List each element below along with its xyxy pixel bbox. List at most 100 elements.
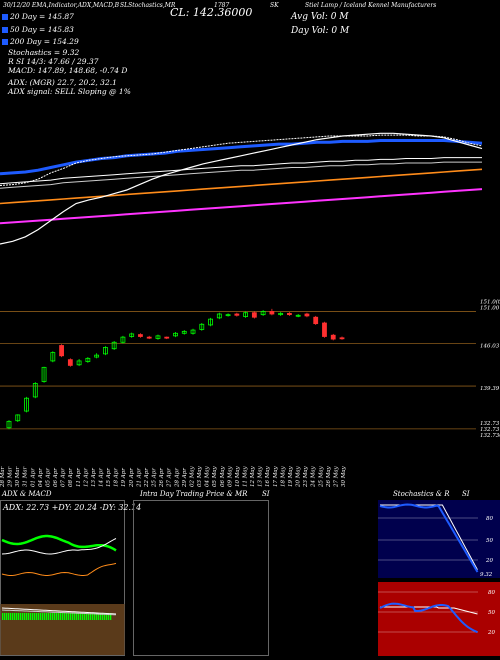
macd-histogram-bar	[72, 613, 74, 620]
macd-histogram-bar	[88, 613, 90, 620]
date-label: 19 May	[288, 465, 294, 487]
candle-body	[208, 318, 213, 326]
avg-volume: Avg Vol: 0 M	[291, 12, 349, 22]
main-price-chart: 151.0(to151.00146.03139.39132.73132.7313…	[0, 132, 500, 488]
candle-body	[15, 414, 21, 422]
candle-body	[111, 341, 117, 350]
day-volume: Day Vol: 0 M	[291, 26, 350, 36]
macd-histogram-bar	[100, 613, 102, 620]
candle-body	[85, 357, 91, 362]
date-label: 04 May	[205, 465, 211, 487]
candle-body	[129, 333, 135, 337]
header-title-mid: SLStochastics,MR	[120, 2, 176, 9]
adx-values: ADX: 22.73 +DY: 20.24 -DY: 32.14	[3, 503, 142, 512]
macd-histogram-bar	[92, 613, 94, 620]
stochastics-si-label: SI	[462, 490, 470, 498]
intraday-panel-title: Intra Day Trading Price & MR	[140, 490, 248, 498]
adx-line	[1, 538, 117, 555]
macd-histogram-bar	[20, 613, 22, 620]
date-label: 21 Apr	[136, 468, 142, 488]
legend-adx-signal: ADX signal: SELL Sloping @ 1%	[8, 87, 131, 96]
candle-body	[181, 330, 187, 334]
ema-20-line	[0, 134, 483, 186]
adx-minus-di-line	[1, 562, 117, 576]
candle-body	[190, 329, 196, 334]
date-label: 05 May	[212, 465, 218, 487]
macd-histogram-bar	[2, 613, 4, 620]
price-grid	[0, 311, 476, 430]
candle-body	[295, 314, 301, 317]
macd-histogram-bar	[50, 613, 52, 620]
macd-histogram-bar	[108, 613, 110, 620]
date-label: 18 May	[280, 465, 286, 487]
candle-body	[287, 312, 292, 316]
rsi-level-label: 50	[488, 610, 495, 616]
macd-histogram-bar	[36, 613, 38, 620]
macd-histogram-bar	[106, 613, 108, 620]
macd-histogram-bar	[28, 613, 30, 620]
macd-histogram-bar	[48, 613, 50, 620]
price-axis-label: 151.0(to	[480, 298, 500, 305]
date-label: 04 Apr	[38, 468, 44, 487]
date-label: 08 Apr	[68, 468, 74, 487]
macd-histogram-bar	[34, 613, 36, 620]
date-axis: 28 Mar 29 Mar 30 Mar 31 Mar 01 Apr 04 Apr 05 A…	[0, 465, 347, 488]
candle-body	[234, 313, 240, 316]
date-label: 22 Apr	[144, 468, 150, 488]
date-label: 25 Apr	[152, 468, 158, 488]
date-label: 03 May	[197, 465, 203, 487]
date-label: 29 Apr	[182, 468, 188, 488]
date-label: 12 Apr	[83, 468, 89, 487]
macd-histogram-bar	[30, 613, 32, 620]
macd-histogram-bar	[64, 613, 66, 620]
price-axis-label: 132.73	[480, 427, 500, 433]
date-label: 26 Apr	[159, 468, 165, 488]
candle-body	[50, 352, 56, 362]
moving-averages	[0, 132, 483, 245]
legend-stochastics: Stochastics = 9.32	[8, 48, 80, 57]
date-label: 02 May	[189, 465, 195, 487]
macd-histogram-bar	[22, 613, 24, 620]
header-title-sym: 1787	[214, 2, 230, 9]
date-label: 18 Apr	[114, 468, 120, 487]
macd-histogram-bar	[14, 613, 16, 620]
intraday-si-label: SI	[262, 490, 270, 498]
header-close-price: CL: 142.36000	[170, 6, 253, 19]
macd-histogram-bar	[110, 613, 112, 620]
macd-histogram-bar	[42, 613, 44, 620]
candle-body	[216, 313, 222, 319]
adx-plus-di-line	[1, 534, 117, 552]
macd-histogram-bar	[94, 613, 96, 620]
macd-histogram-bar	[32, 613, 34, 620]
macd-histogram-bar	[46, 613, 48, 620]
candle-body	[278, 312, 284, 316]
candle-body	[304, 313, 310, 317]
header-company-name: Stiel Lamp / Iceland Kennel Manufacturer…	[305, 2, 437, 9]
macd-histogram-bar	[10, 613, 12, 620]
candlesticks	[6, 308, 345, 430]
macd-histogram-bar	[52, 613, 54, 620]
macd-histogram-bar	[40, 613, 42, 620]
legend-swatch	[2, 14, 8, 20]
date-label: 27 Apr	[167, 468, 173, 488]
candle-body	[102, 347, 108, 355]
candle-body	[225, 314, 231, 317]
date-label: 12 May	[250, 465, 256, 487]
ema-400-line	[0, 188, 483, 225]
header-title-left: 30/12/20 EMA,Indicator,ADX,MACD,B	[3, 2, 119, 9]
candle-body	[41, 366, 47, 382]
legend-swatch	[2, 39, 8, 45]
macd-histogram-bar	[54, 613, 56, 620]
rsi-level-label: 20	[487, 630, 495, 636]
adx-macd-chart	[0, 534, 125, 655]
macd-histogram-bar	[74, 613, 76, 620]
date-label: 26 May	[326, 465, 332, 488]
date-label: 28 Apr	[174, 468, 180, 488]
rsi-line	[379, 602, 478, 634]
candle-body	[76, 360, 82, 366]
macd-histogram-bar	[4, 613, 6, 620]
macd-histogram-bar	[12, 613, 14, 620]
candle-body	[6, 420, 12, 429]
rsi-signal-line	[380, 606, 478, 615]
legend-swatch	[2, 27, 8, 33]
